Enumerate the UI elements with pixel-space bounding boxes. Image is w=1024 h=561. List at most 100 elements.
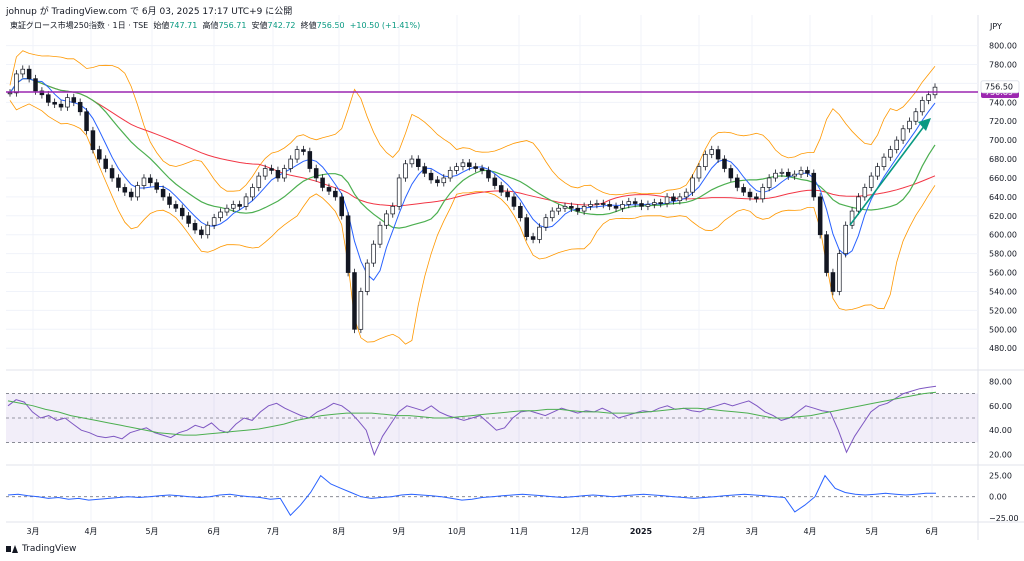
candle [179,207,185,217]
time-tick-label: 8月 [332,527,345,536]
candle [294,149,300,160]
oscillator-line [7,474,936,517]
candle [84,111,89,132]
candle [805,170,810,174]
candle [282,168,287,179]
price-tick-label: 680.00 [989,155,1017,164]
candle [913,111,919,122]
candle [868,175,874,188]
price-tick-label: 520.00 [989,306,1017,315]
candle [607,204,612,207]
candle [58,103,64,108]
symbol-name[interactable]: 東証グロース市場250指数 · 1日 · TSE [10,21,149,30]
candle [333,190,338,198]
candle [192,223,198,231]
moving-average-mid [9,78,936,229]
candle [709,149,714,155]
candle [792,173,797,177]
candle [492,177,498,186]
candle [664,196,670,204]
candle [390,205,396,215]
price-tick-label: 480.00 [989,344,1017,353]
candle [907,120,912,130]
candle [313,168,319,179]
candle [275,170,281,179]
osc-tick-label: 0.00 [989,493,1007,502]
candle [460,162,466,167]
candle [301,149,306,152]
trend-arrow-line [849,124,926,226]
candle [403,163,408,179]
rsi-ma-line [7,391,937,436]
candle [243,196,249,207]
candle [562,205,568,209]
candle [843,224,848,254]
candle [875,166,880,177]
candle [364,262,370,292]
candle [683,191,689,198]
candle [269,168,274,171]
open-value: 747.71 [169,21,198,30]
bollinger-upper [9,50,936,196]
candle [556,207,561,212]
candle [652,202,657,205]
osc-tick-label: −25.00 [989,514,1019,523]
candle [326,187,332,192]
candle [613,205,619,209]
candle [20,68,26,75]
candle [575,207,581,212]
candle [109,168,115,179]
candle [862,187,868,198]
candle [186,215,191,224]
close-label: 終値 [300,21,317,30]
candle [14,73,19,94]
candle [601,203,606,205]
price-tick-label: 500.00 [989,325,1017,334]
candle [377,224,383,245]
time-tick-label: 12月 [571,527,589,536]
symbol-ohlc-legend[interactable]: 東証グロース市場250指数 · 1日 · TSE 始値747.71 高値756.… [10,20,420,31]
candle [90,130,96,150]
price-tick-label: 600.00 [989,231,1017,240]
price-tick-label: 540.00 [989,287,1017,296]
candle [358,291,364,330]
candle [384,213,389,226]
candle [211,217,217,226]
candle [639,203,644,207]
candle [52,101,57,105]
price-tick-label: 700.00 [989,136,1017,145]
candle [766,177,772,188]
candle [237,204,242,207]
currency-label[interactable]: JPY [990,22,1002,31]
candle [894,139,899,150]
candle [262,168,268,177]
candle [926,94,931,101]
candle [103,158,108,169]
candle [530,236,536,240]
candle [154,182,159,190]
candle [128,191,134,198]
candle [345,215,351,273]
candle [218,211,223,219]
candle [148,177,153,184]
price-tick-label: 720.00 [989,117,1017,126]
candle [888,149,893,158]
candle [671,196,676,202]
candle [728,168,734,179]
candle [919,100,925,113]
candle [626,201,632,205]
candle [65,97,70,108]
candle [747,191,753,198]
candle [250,187,255,198]
candle [505,191,510,198]
candle [703,153,708,167]
high-value: 756.71 [218,21,247,30]
candle [824,234,829,273]
candle [7,92,13,95]
current-price-tag [980,80,1020,94]
time-tick-label: 4月 [84,527,97,536]
candle [122,187,128,193]
candle [779,171,785,174]
candle [231,204,236,209]
